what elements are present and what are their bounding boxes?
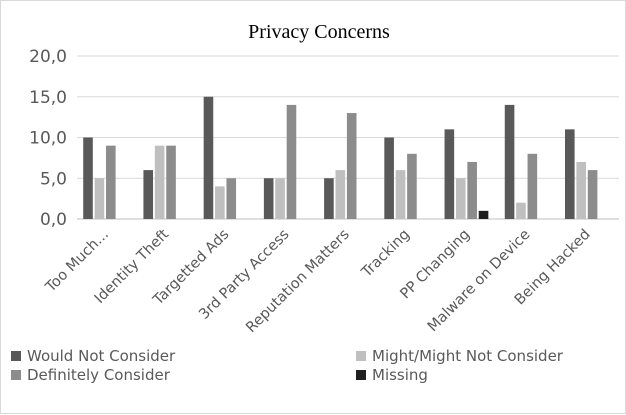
bar-definitely-consider-8 <box>587 170 598 219</box>
y-tick-label: 20,0 <box>29 47 67 67</box>
y-tick-labels: 0,0 5,0 10,0 15,0 20,0 <box>29 47 67 230</box>
bar-might-might-not-consider-5 <box>395 170 406 219</box>
legend-swatch <box>11 370 21 380</box>
bar-would-not-consider-8 <box>564 129 575 219</box>
bar-might-might-not-consider-8 <box>576 161 586 219</box>
bar-would-not-consider-2 <box>203 96 214 219</box>
bar-would-not-consider-6 <box>444 129 455 219</box>
bar-definitely-consider-0 <box>106 145 116 219</box>
bars <box>83 96 598 219</box>
bar-would-not-consider-7 <box>504 104 515 219</box>
legend-swatch <box>11 351 21 361</box>
y-tick-label: 5,0 <box>40 169 67 189</box>
bar-might-might-not-consider-1 <box>154 145 165 219</box>
bar-would-not-consider-5 <box>384 137 394 219</box>
bar-might-might-not-consider-4 <box>335 170 346 219</box>
legend: Would Not Consider Might/Might Not Consid… <box>11 347 564 384</box>
bar-definitely-consider-7 <box>527 153 538 219</box>
bar-might-might-not-consider-7 <box>516 202 526 219</box>
bar-would-not-consider-3 <box>263 178 274 219</box>
bar-definitely-consider-3 <box>286 104 297 219</box>
bar-might-might-not-consider-0 <box>94 178 105 219</box>
bar-definitely-consider-6 <box>467 161 477 219</box>
bar-might-might-not-consider-2 <box>215 186 225 219</box>
chart-title: Privacy Concerns <box>248 21 390 43</box>
legend-label: Missing <box>372 366 428 384</box>
y-tick-label: 10,0 <box>29 129 67 149</box>
bar-definitely-consider-1 <box>166 145 176 219</box>
bar-definitely-consider-2 <box>226 178 237 219</box>
legend-label: Would Not Consider <box>27 347 176 365</box>
x-tick-label: Tracking <box>358 227 413 282</box>
bar-might-might-not-consider-3 <box>275 178 285 219</box>
bar-might-might-not-consider-6 <box>455 178 466 219</box>
legend-label: Definitely Consider <box>27 366 171 384</box>
legend-swatch <box>356 370 366 380</box>
legend-label: Might/Might Not Consider <box>372 347 564 365</box>
x-tick-label: Reputation Matters <box>243 227 353 337</box>
bar-would-not-consider-4 <box>324 178 334 219</box>
bar-definitely-consider-4 <box>346 113 357 219</box>
x-tick-label: Malware on Device <box>425 226 534 335</box>
bar-definitely-consider-5 <box>407 153 417 219</box>
legend-swatch <box>356 351 366 361</box>
y-tick-label: 0,0 <box>40 210 67 230</box>
y-tick-label: 15,0 <box>29 88 67 108</box>
bar-missing-6 <box>478 210 489 219</box>
bar-would-not-consider-0 <box>83 137 93 219</box>
bar-would-not-consider-1 <box>143 170 154 219</box>
